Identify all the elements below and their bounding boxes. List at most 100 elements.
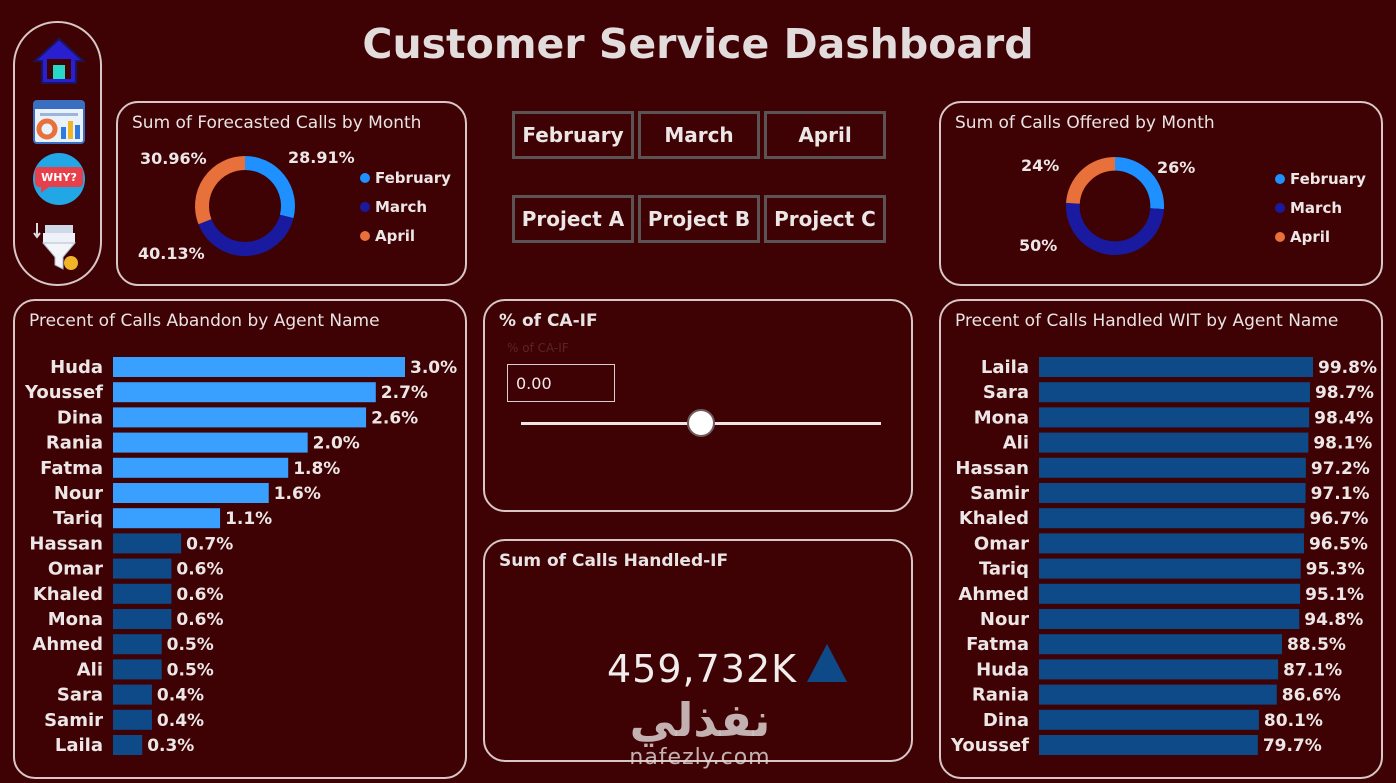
slicer-button-march[interactable]: March bbox=[638, 111, 760, 159]
navigation-pane: WHY? bbox=[13, 21, 102, 286]
bar-dina[interactable] bbox=[1039, 709, 1259, 730]
slicer-button-february[interactable]: February bbox=[512, 111, 634, 159]
slider-panel-title: % of CA-IF bbox=[499, 311, 598, 331]
bar-value-label: 98.4% bbox=[1314, 408, 1373, 428]
bar-value-label: 2.7% bbox=[381, 383, 428, 403]
bar-value-label: 94.8% bbox=[1304, 610, 1363, 630]
bar-fatma[interactable] bbox=[1039, 634, 1282, 655]
bar-ahmed[interactable] bbox=[1039, 583, 1301, 604]
legend-dot bbox=[360, 230, 370, 241]
legend-item-april[interactable]: April bbox=[360, 221, 451, 250]
bar-value-label: 97.2% bbox=[1311, 459, 1370, 479]
handled-bar-panel: Precent of Calls Handled WIT by Agent Na… bbox=[939, 299, 1383, 779]
bar-category-label: Dina bbox=[983, 710, 1029, 731]
bar-hassan[interactable] bbox=[113, 533, 182, 554]
offered-label-march: 50% bbox=[1019, 236, 1058, 255]
why-icon[interactable]: WHY? bbox=[31, 151, 87, 207]
bar-value-label: 2.6% bbox=[371, 408, 418, 428]
legend-dot bbox=[1275, 173, 1285, 184]
bar-sara[interactable] bbox=[1039, 382, 1310, 403]
bar-tariq[interactable] bbox=[1039, 558, 1301, 579]
bar-value-label: 2.0% bbox=[313, 434, 360, 454]
bar-category-label: Mona bbox=[48, 609, 103, 630]
bar-category-label: Rania bbox=[46, 433, 103, 454]
bar-fatma[interactable] bbox=[113, 457, 289, 478]
slicer-button-april[interactable]: April bbox=[764, 111, 886, 159]
legend-item-april[interactable]: April bbox=[1275, 222, 1366, 251]
bar-samir[interactable] bbox=[1039, 483, 1306, 503]
bar-omar[interactable] bbox=[113, 558, 172, 579]
abandon-bar-panel: Precent of Calls Abandon by Agent Name H… bbox=[13, 299, 467, 779]
bar-laila[interactable] bbox=[1039, 357, 1313, 377]
slicer-button-project-b[interactable]: Project B bbox=[638, 195, 760, 243]
donut-slice-february[interactable] bbox=[1114, 156, 1164, 210]
legend-item-march[interactable]: March bbox=[1275, 193, 1366, 222]
bar-value-label: 97.1% bbox=[1311, 484, 1370, 504]
legend-item-march[interactable]: March bbox=[360, 192, 451, 221]
bar-nour[interactable] bbox=[1039, 609, 1300, 629]
bar-khaled[interactable] bbox=[113, 583, 172, 604]
bar-category-label: Youssef bbox=[24, 382, 103, 403]
bar-category-label: Mona bbox=[974, 407, 1029, 428]
donut-slice-march[interactable] bbox=[198, 214, 294, 256]
bar-rania[interactable] bbox=[113, 432, 308, 453]
ca-if-value-input[interactable] bbox=[507, 364, 615, 402]
bar-dina[interactable] bbox=[113, 407, 367, 428]
filter-icon[interactable] bbox=[31, 219, 87, 275]
donut-slice-april[interactable] bbox=[1066, 156, 1116, 205]
bar-value-label: 0.6% bbox=[176, 560, 223, 580]
bar-value-label: 98.1% bbox=[1313, 434, 1372, 454]
bar-value-label: 99.8% bbox=[1318, 358, 1377, 378]
bar-hassan[interactable] bbox=[1039, 457, 1306, 478]
bar-value-label: 95.1% bbox=[1305, 585, 1364, 605]
home-icon[interactable] bbox=[31, 33, 87, 89]
abandon-panel-title: Precent of Calls Abandon by Agent Name bbox=[29, 311, 380, 331]
bar-ali[interactable] bbox=[113, 659, 162, 680]
bar-nour[interactable] bbox=[113, 483, 269, 503]
legend-item-february[interactable]: February bbox=[360, 163, 451, 192]
bar-mona[interactable] bbox=[1039, 407, 1310, 428]
offered-label-february: 26% bbox=[1157, 158, 1196, 177]
donut-slice-february[interactable] bbox=[244, 156, 295, 219]
bar-ahmed[interactable] bbox=[113, 634, 162, 655]
bar-value-label: 1.6% bbox=[274, 484, 321, 504]
bar-sara[interactable] bbox=[113, 684, 152, 705]
bar-category-label: Samir bbox=[970, 483, 1029, 504]
bar-category-label: Omar bbox=[48, 559, 103, 580]
slider-thumb[interactable] bbox=[687, 409, 715, 437]
calls-handled-kpi-panel: Sum of Calls Handled-IF 459,732K bbox=[483, 539, 913, 762]
bar-rania[interactable] bbox=[1039, 684, 1277, 705]
legend-item-february[interactable]: February bbox=[1275, 164, 1366, 193]
bar-youssef[interactable] bbox=[1039, 735, 1258, 755]
bar-huda[interactable] bbox=[1039, 659, 1279, 680]
legend-label: February bbox=[375, 168, 451, 187]
forecast-label-march: 40.13% bbox=[138, 244, 205, 263]
slicer-button-project-c[interactable]: Project C bbox=[764, 195, 886, 243]
bar-tariq[interactable] bbox=[113, 508, 221, 529]
bar-laila[interactable] bbox=[113, 735, 143, 755]
legend-label: March bbox=[375, 197, 428, 216]
bar-youssef[interactable] bbox=[113, 382, 376, 403]
bar-ali[interactable] bbox=[1039, 432, 1309, 453]
forecast-label-april: 30.96% bbox=[140, 149, 207, 168]
donut-slice-march[interactable] bbox=[1066, 202, 1164, 255]
bar-khaled[interactable] bbox=[1039, 508, 1305, 529]
legend-dot bbox=[360, 201, 370, 212]
bar-mona[interactable] bbox=[113, 609, 172, 629]
dashboard-icon[interactable] bbox=[31, 95, 87, 151]
donut-slice-april[interactable] bbox=[195, 156, 246, 225]
bar-category-label: Hassan bbox=[29, 533, 103, 554]
offered-donut-chart bbox=[1066, 156, 1164, 255]
kpi-panel-title: Sum of Calls Handled-IF bbox=[499, 551, 729, 571]
slicer-button-project-a[interactable]: Project A bbox=[512, 195, 634, 243]
bar-omar[interactable] bbox=[1039, 533, 1304, 554]
bar-value-label: 88.5% bbox=[1287, 635, 1346, 655]
bar-samir[interactable] bbox=[113, 709, 152, 730]
bar-category-label: Sara bbox=[57, 685, 103, 706]
bar-huda[interactable] bbox=[113, 357, 405, 377]
handled-panel-title: Precent of Calls Handled WIT by Agent Na… bbox=[955, 311, 1339, 331]
bar-category-label: Khaled bbox=[33, 584, 103, 605]
bar-category-label: Dina bbox=[57, 407, 103, 428]
legend-dot bbox=[1275, 231, 1285, 242]
bar-value-label: 0.7% bbox=[186, 534, 233, 554]
